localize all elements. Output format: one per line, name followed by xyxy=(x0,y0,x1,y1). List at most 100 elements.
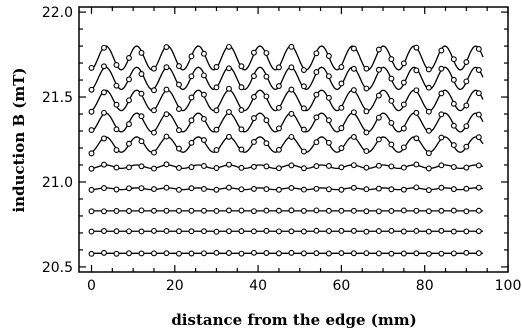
data-point-s7-31 xyxy=(463,123,470,130)
data-point-s10-3 xyxy=(113,62,120,68)
data-point-s7-21 xyxy=(338,125,345,132)
data-point-s5-23 xyxy=(363,164,370,171)
data-point-s8-10 xyxy=(201,91,207,98)
x-tick-label: 0 xyxy=(87,278,96,294)
data-point-s2-27 xyxy=(413,228,420,234)
data-point-s4-16 xyxy=(275,186,282,193)
data-point-s6-8 xyxy=(176,145,182,152)
data-point-s4-30 xyxy=(450,186,457,193)
data-point-s6-23 xyxy=(363,148,370,155)
data-point-s1-14 xyxy=(250,249,257,256)
data-point-s10-32 xyxy=(475,45,482,52)
data-point-s1-3 xyxy=(113,250,120,257)
data-point-s4-32 xyxy=(475,184,482,191)
data-point-s2-1 xyxy=(88,228,95,235)
data-point-s8-15 xyxy=(263,93,270,100)
data-point-s2-5 xyxy=(138,228,145,235)
data-point-s8-13 xyxy=(238,107,245,114)
data-point-s4-3 xyxy=(113,186,120,193)
data-point-s5-32 xyxy=(475,162,482,169)
data-point-s1-1 xyxy=(88,250,95,257)
data-point-s4-9 xyxy=(188,185,195,192)
data-point-s9-12 xyxy=(225,65,232,72)
data-point-s7-23 xyxy=(363,129,370,136)
data-point-s6-2 xyxy=(101,135,107,142)
fit-line-9 xyxy=(91,66,484,91)
data-point-s6-16 xyxy=(275,146,282,153)
data-point-s6-12 xyxy=(225,133,232,140)
data-point-s8-20 xyxy=(325,94,332,101)
data-point-s7-16 xyxy=(275,125,282,132)
data-point-s7-2 xyxy=(101,109,107,116)
y-tick-labels: 20.5 21.0 21.5 22.0 xyxy=(42,5,73,276)
data-point-s3-23 xyxy=(363,208,370,215)
data-point-s1-18 xyxy=(300,250,307,257)
data-point-s8-24 xyxy=(375,92,382,99)
data-point-s7-15 xyxy=(263,117,270,124)
data-point-s5-24 xyxy=(375,162,382,169)
data-point-s8-3 xyxy=(113,101,120,108)
data-point-s1-31 xyxy=(463,249,470,256)
data-point-s3-2 xyxy=(101,208,107,215)
data-point-s9-25 xyxy=(388,75,395,82)
data-point-s9-30 xyxy=(450,76,457,83)
data-point-s8-21 xyxy=(338,104,345,111)
data-point-s2-29 xyxy=(438,227,445,234)
data-point-s4-17 xyxy=(288,184,295,191)
data-point-s2-16 xyxy=(275,228,282,235)
data-point-s8-11 xyxy=(213,107,220,114)
data-point-s8-23 xyxy=(363,108,370,115)
data-point-s2-7 xyxy=(163,228,170,234)
data-point-s2-26 xyxy=(400,228,407,235)
data-point-s3-27 xyxy=(413,207,420,214)
data-point-s10-14 xyxy=(250,49,257,56)
data-point-s10-12 xyxy=(225,43,232,50)
data-point-s9-11 xyxy=(213,84,220,91)
data-point-s3-9 xyxy=(188,207,195,214)
data-point-s4-19 xyxy=(313,185,320,192)
data-point-s6-28 xyxy=(425,150,432,157)
data-point-s8-26 xyxy=(400,101,407,108)
data-point-s2-10 xyxy=(201,228,207,235)
data-point-s1-12 xyxy=(225,250,232,256)
data-point-s5-6 xyxy=(151,165,157,172)
data-point-s6-18 xyxy=(300,148,307,155)
data-point-s5-9 xyxy=(188,164,195,171)
data-point-s10-28 xyxy=(425,66,432,73)
data-point-s9-32 xyxy=(475,67,482,73)
data-point-s9-22 xyxy=(350,65,357,72)
data-point-s6-19 xyxy=(313,139,320,146)
data-point-s7-17 xyxy=(288,110,295,117)
data-point-s9-23 xyxy=(363,85,370,92)
data-point-s6-24 xyxy=(375,136,382,143)
data-point-s2-11 xyxy=(213,228,220,235)
data-point-s3-1 xyxy=(88,208,95,215)
data-point-s3-26 xyxy=(400,207,407,214)
x-tick-label: 40 xyxy=(249,278,267,294)
data-point-s3-19 xyxy=(313,207,320,214)
data-point-s7-24 xyxy=(375,114,382,121)
data-point-s3-25 xyxy=(388,207,395,214)
y-tick-label: 21.5 xyxy=(42,90,73,106)
data-point-s5-7 xyxy=(163,161,170,168)
data-point-s8-1 xyxy=(88,108,95,115)
data-point-s3-29 xyxy=(438,207,445,214)
data-point-s8-2 xyxy=(101,89,107,96)
data-point-s8-19 xyxy=(313,91,320,98)
data-point-s9-17 xyxy=(288,64,295,71)
data-point-s5-19 xyxy=(313,163,320,170)
data-point-s5-10 xyxy=(201,163,207,169)
data-point-s1-22 xyxy=(350,250,357,257)
data-point-s2-32 xyxy=(475,228,482,235)
data-point-s3-32 xyxy=(475,207,482,214)
data-point-s10-26 xyxy=(400,60,407,67)
data-point-s4-27 xyxy=(413,184,420,191)
fit-line-7 xyxy=(91,112,484,133)
data-point-s1-6 xyxy=(151,250,157,257)
data-point-s1-19 xyxy=(313,250,320,257)
data-point-s5-5 xyxy=(138,163,145,170)
data-point-s10-1 xyxy=(88,64,95,71)
data-point-s6-7 xyxy=(163,133,170,140)
data-point-s4-6 xyxy=(151,186,157,193)
data-point-s4-2 xyxy=(101,185,107,192)
